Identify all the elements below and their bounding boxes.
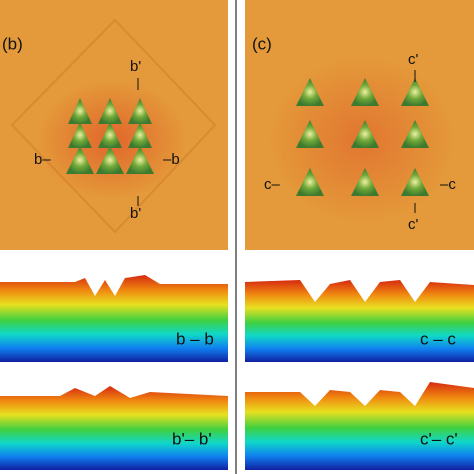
marker: c' [408, 51, 419, 68]
image-b [0, 0, 228, 250]
profile-label: b – b [176, 329, 214, 348]
marker: c' [408, 216, 419, 233]
panel-label: (b) [2, 34, 23, 53]
profile [245, 382, 474, 470]
marker: b' [130, 205, 141, 222]
profile-label: c – c [420, 329, 456, 348]
profile [0, 275, 228, 362]
marker: b' [130, 58, 141, 75]
profile-label: b'– b' [172, 429, 212, 448]
profile [0, 386, 228, 470]
marker: –c [440, 176, 456, 193]
image-c [245, 0, 474, 250]
marker: –b [163, 151, 180, 168]
panel-label: (c) [252, 34, 272, 53]
profile [245, 280, 474, 362]
marker: c– [264, 176, 281, 193]
marker: b– [34, 151, 51, 168]
profile-label: c'– c' [420, 429, 458, 448]
